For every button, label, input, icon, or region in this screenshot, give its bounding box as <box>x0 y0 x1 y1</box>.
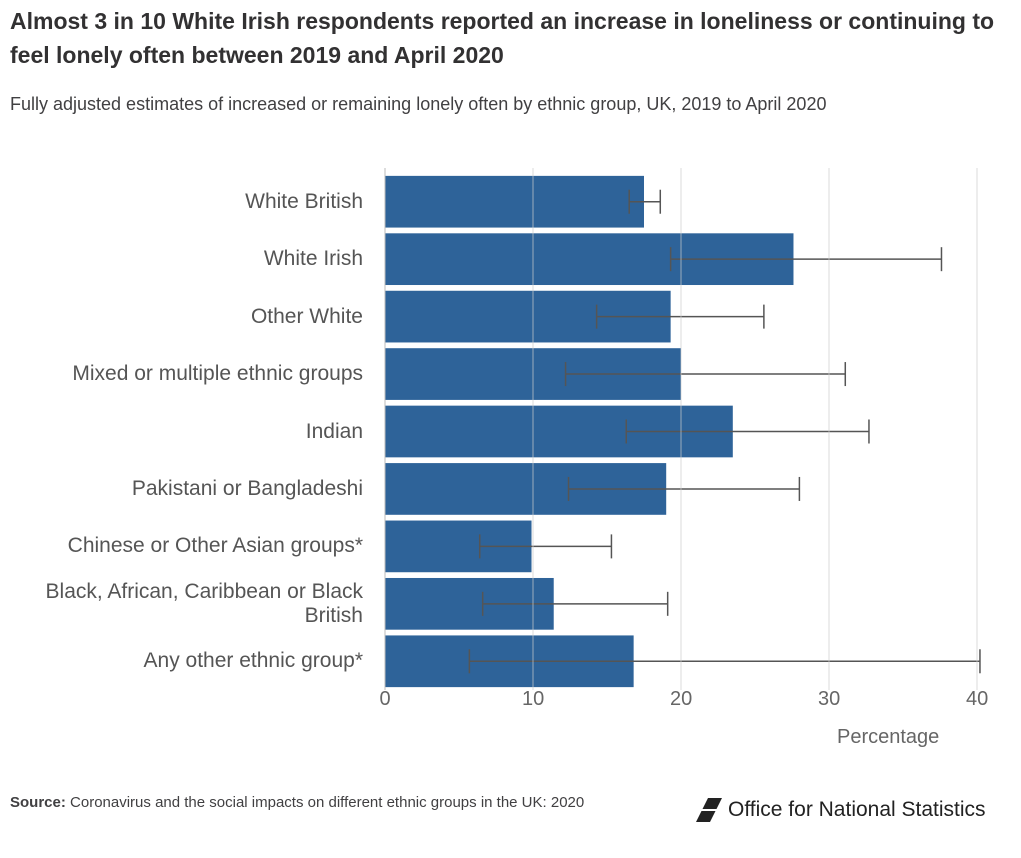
error-bar <box>669 247 943 272</box>
y-tick-label: Other White <box>250 304 363 328</box>
y-tick-label: Pakistani or Bangladeshi <box>131 476 363 500</box>
chart-title: Almost 3 in 10 White Irish respondents r… <box>10 8 995 68</box>
y-tick-label: Indian <box>305 419 363 443</box>
x-tick-label: 0 <box>379 688 391 710</box>
bar <box>385 175 644 228</box>
y-tick-label: Mixed or multiple ethnic groups <box>72 362 363 386</box>
error-bar <box>628 189 662 214</box>
chart-subtitle: Fully adjusted estimates of increased or… <box>10 94 827 114</box>
y-tick-label: Chinese or Other Asian groups* <box>67 534 363 558</box>
logo-text: Office for National Statistics <box>728 798 986 821</box>
error-bar <box>468 649 981 674</box>
error-bar <box>478 534 613 559</box>
x-tick-label: 30 <box>818 688 841 710</box>
source: Source: Coronavirus and the social impac… <box>10 792 610 814</box>
x-tick-label: 10 <box>522 688 545 710</box>
x-tick-label: 40 <box>966 688 989 710</box>
source-text: Coronavirus and the social impacts on di… <box>70 794 585 811</box>
error-bar <box>481 591 669 616</box>
y-tick-label: Any other ethnic group* <box>143 649 363 673</box>
logo: Office for National Statistics <box>694 796 986 824</box>
error-bar <box>595 304 765 329</box>
error-bar <box>567 476 801 501</box>
logo-icon <box>696 798 722 822</box>
x-axis-label: Percentage <box>837 726 940 748</box>
y-tick-label: White British <box>245 189 363 213</box>
x-tick-label: 20 <box>670 688 693 710</box>
error-bar <box>564 362 847 387</box>
source-label: Source: <box>10 794 66 811</box>
y-tick-label: White Irish <box>263 247 363 271</box>
y-tick-label: Black, African, Caribbean or Black Briti… <box>45 579 363 627</box>
